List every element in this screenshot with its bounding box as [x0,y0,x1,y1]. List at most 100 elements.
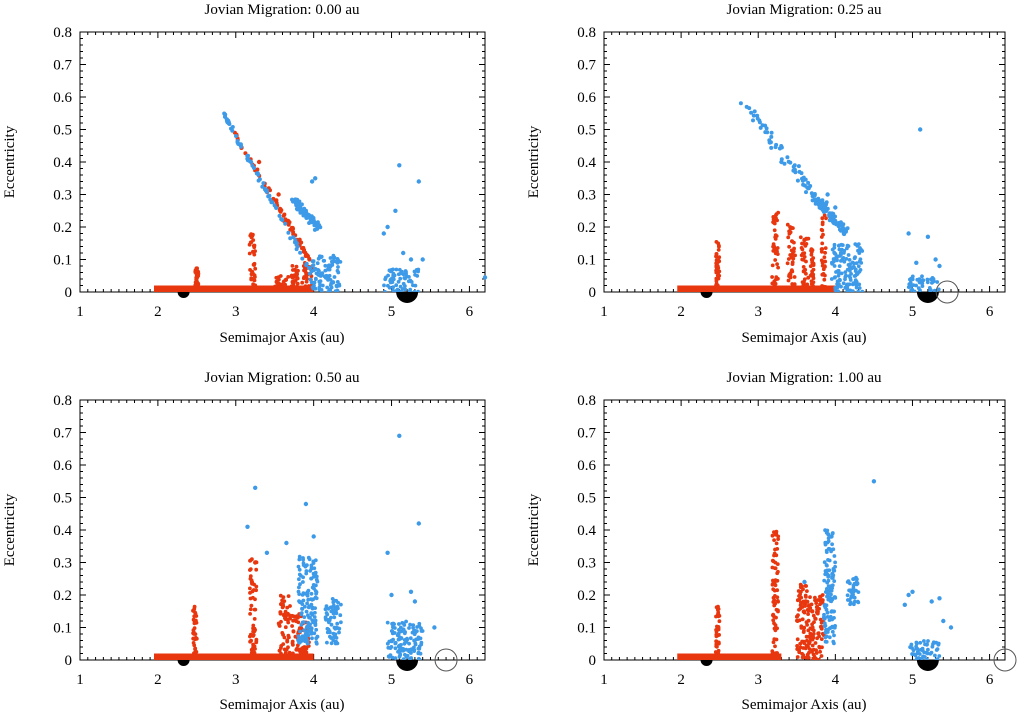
y-tick-label: 0.4 [577,523,596,539]
data-point [287,654,291,658]
data-point [858,257,863,262]
x-tick-label: 1 [76,672,84,688]
data-point [312,280,317,285]
data-point [304,571,309,576]
data-point [857,286,862,290]
data-point [250,269,254,274]
data-point [820,290,824,292]
data-point [810,260,815,265]
data-point [401,281,406,286]
data-point [385,641,390,646]
y-tick-label: 0.2 [53,588,72,604]
data-point [273,284,277,289]
data-point [773,532,778,537]
data-point [408,287,413,292]
data-point [770,263,775,268]
data-point [822,578,827,583]
data-point [250,581,254,586]
data-point [855,599,860,604]
data-point [815,604,819,609]
data-point [929,650,934,655]
data-point [399,636,404,641]
data-point [223,112,228,117]
data-point [283,221,288,226]
data-point [386,283,390,288]
data-point [297,592,302,596]
data-point [291,614,296,619]
data-point [401,657,406,660]
data-point [391,621,396,626]
data-point [820,263,825,268]
data-point [397,433,402,438]
data-point [800,241,804,246]
data-point [194,267,199,272]
data-point [253,249,257,254]
y-tick-label: 0.5 [577,123,596,139]
data-point [315,579,320,584]
data-point [325,626,330,631]
data-point [332,615,337,620]
data-point [282,647,287,652]
data-point [776,537,780,541]
data-point [802,609,806,614]
data-point [811,286,815,290]
data-point [807,641,812,646]
data-point [849,272,853,276]
data-point [829,277,834,281]
data-point [824,216,828,221]
data-point [301,580,305,584]
data-point [305,273,309,277]
data-point [396,279,401,284]
data-point [838,228,843,233]
data-point [813,595,817,600]
data-point [804,242,809,246]
data-point [299,611,304,615]
data-point [319,289,324,292]
data-point [839,284,843,289]
data-point [795,619,800,623]
data-point [246,153,250,158]
y-tick-label: 0.7 [53,426,72,442]
data-point [941,618,946,624]
data-point [835,222,840,227]
data-point [253,275,257,279]
data-point [332,275,337,279]
data-point [262,186,267,191]
data-point [303,290,308,292]
data-point [909,276,913,281]
data-point [299,600,303,604]
data-point [848,581,852,586]
data-point [824,530,829,535]
data-point [810,622,814,627]
data-point [814,651,819,655]
data-point [284,540,289,546]
data-point [830,261,834,266]
data-point [841,281,846,286]
x-tick-label: 3 [754,672,762,688]
data-point [416,521,421,526]
data-point [782,161,787,166]
data-point [331,259,336,264]
data-point [798,603,803,608]
data-point [716,613,721,618]
data-point [251,627,256,631]
data-point [798,641,803,646]
data-point [843,270,848,274]
data-point [310,618,315,623]
chart-title: Jovian Migration: 0.00 au [205,2,360,18]
data-point [416,289,420,292]
data-point [809,279,814,284]
data-point [802,255,807,259]
data-point [717,244,721,249]
data-point [835,254,840,259]
data-point [825,594,829,599]
data-point [933,257,938,262]
data-point [292,240,297,245]
data-point [787,272,792,277]
y-tick-label: 0.6 [53,458,72,474]
data-point [792,275,797,279]
data-point [792,163,797,168]
data-point [298,210,303,215]
y-tick-label: 0.7 [53,58,72,74]
